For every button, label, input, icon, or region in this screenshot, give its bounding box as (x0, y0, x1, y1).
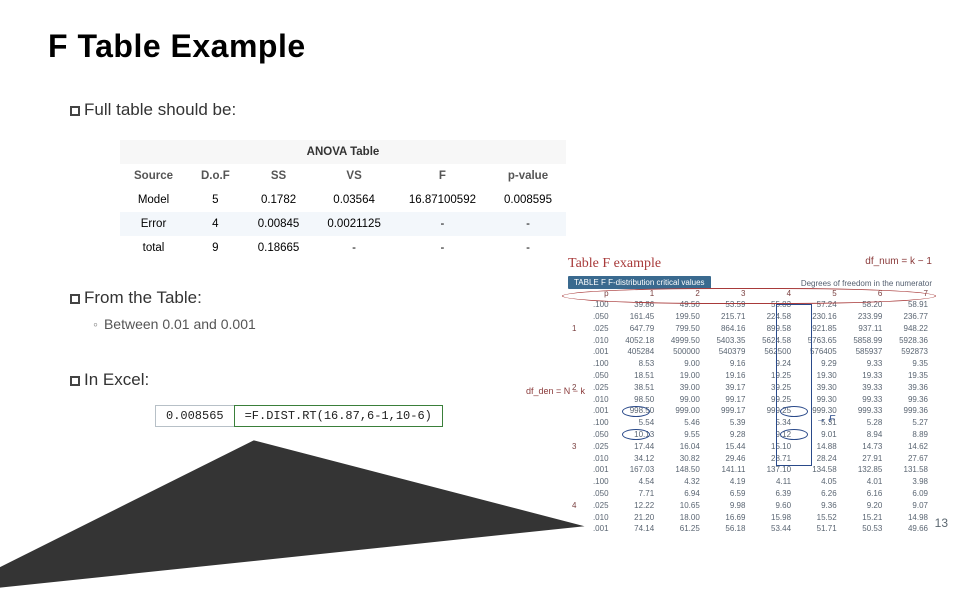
decor-lines (0, 407, 585, 593)
bullet-full: Full table should be: (70, 100, 236, 120)
sub-marker: ◦ (93, 316, 98, 332)
f-table-graphic: Table F example df_num = k − 1 TABLE F F… (568, 256, 932, 536)
bullet-marker (70, 294, 80, 304)
bullet-full-text: table should be: (111, 100, 236, 119)
anova-table: ANOVA Table Source D.o.F SS VS F p-value… (120, 140, 566, 260)
annotation-f-label: → F (816, 414, 835, 425)
table-row: total90.18665--- (120, 236, 566, 260)
ftable-banner: TABLE F F-distribution critical values (568, 276, 711, 289)
bullet-marker (70, 106, 80, 116)
page-number: 13 (935, 516, 948, 530)
excel-result: 0.008565 (155, 405, 235, 427)
bullet-marker (70, 376, 80, 386)
table-row: Error40.008450.0021125-- (120, 212, 566, 236)
bullet-full-prefix: Full (84, 100, 111, 119)
slide-title: F Table Example (48, 28, 306, 65)
bullet-from: From the Table: (70, 288, 202, 308)
ftable-grid: p1234567.10039.8649.5053.5955.8357.2458.… (568, 288, 932, 536)
ftable-eq-top: df_num = k − 1 (865, 256, 932, 267)
excel-formula: 0.008565 =F.DIST.RT(16.87,6-1,10-6) (155, 405, 443, 427)
sub-bullet: ◦Between 0.01 and 0.001 (93, 316, 256, 332)
table-row: Model50.17820.0356416.871005920.008595 (120, 188, 566, 212)
bullet-excel: In Excel: (70, 370, 149, 390)
ftable-eq-left: df_den = N − k (526, 386, 585, 396)
anova-title: ANOVA Table (120, 140, 566, 164)
